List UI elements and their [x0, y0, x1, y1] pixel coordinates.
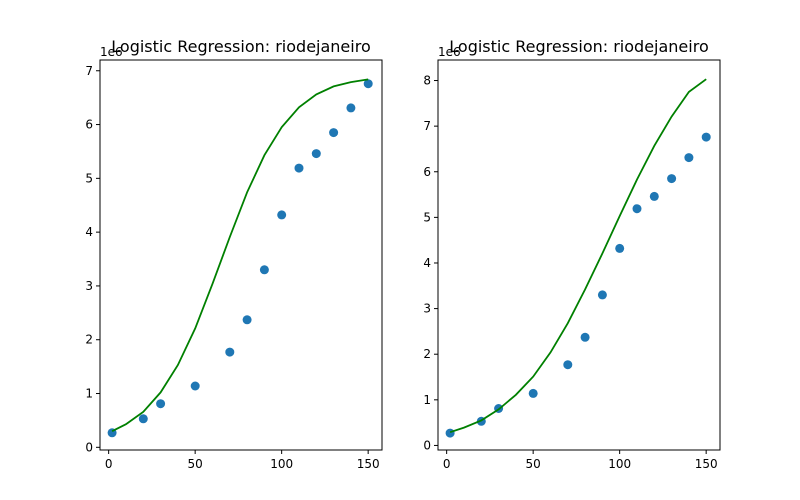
left-x-tick-label: 150	[357, 457, 380, 471]
left-data-point	[190, 381, 200, 391]
right-data-point	[667, 174, 677, 184]
right-data-point	[615, 243, 625, 253]
left-fit-curve	[111, 78, 369, 433]
left-data-point	[277, 210, 287, 220]
right-x-tick-label: 0	[443, 457, 451, 471]
left-x-tick-label: 50	[188, 457, 203, 471]
right-data-point	[597, 290, 607, 300]
right-x-tick-label: 150	[695, 457, 718, 471]
right-y-tick-label: 0	[423, 438, 431, 452]
left-data-point	[156, 399, 166, 409]
left-offset-label: 1e6	[100, 45, 123, 59]
right-y-tick-label: 6	[423, 165, 431, 179]
right-x-tick-label: 100	[608, 457, 631, 471]
right-data-point	[684, 153, 694, 163]
left-y-tick-label: 2	[85, 333, 93, 347]
left-x-tick-label: 100	[270, 457, 293, 471]
right-data-point	[528, 388, 538, 398]
left-data-point	[138, 414, 148, 424]
right-x-tick-label: 50	[526, 457, 541, 471]
left-y-tick-label: 1	[85, 387, 93, 401]
right-y-tick-label: 3	[423, 302, 431, 316]
left-data-point	[346, 103, 356, 113]
left-y-tick-label: 7	[85, 64, 93, 78]
right-y-tick-label: 4	[423, 256, 431, 270]
right-axes-frame	[437, 59, 721, 451]
left-y-tick-label: 5	[85, 171, 93, 185]
right-y-tick-label: 8	[423, 74, 431, 88]
right-data-point	[701, 132, 711, 142]
left-data-point	[259, 265, 269, 275]
right-data-point	[632, 204, 642, 214]
right-chart-title: Logistic Regression: riodejaneiro	[449, 37, 708, 56]
left-chart-title: Logistic Regression: riodejaneiro	[111, 37, 370, 56]
right-y-tick-label: 7	[423, 119, 431, 133]
left-axes-frame	[99, 59, 383, 451]
right-offset-label: 1e6	[438, 45, 461, 59]
right-y-tick-label: 5	[423, 210, 431, 224]
right-data-point	[580, 332, 590, 342]
right-data-point	[445, 428, 455, 438]
left-y-tick-label: 6	[85, 118, 93, 132]
left-y-tick-label: 0	[85, 440, 93, 454]
right-data-point	[649, 191, 659, 201]
left-x-tick-label: 0	[105, 457, 113, 471]
left-data-point	[329, 128, 339, 138]
left-data-point	[363, 79, 373, 89]
right-y-tick-label: 2	[423, 347, 431, 361]
right-fit-curve	[449, 78, 707, 434]
right-y-tick-label: 1	[423, 393, 431, 407]
left-data-point	[311, 149, 321, 159]
left-data-point	[294, 163, 304, 173]
left-data-point	[242, 315, 252, 325]
left-y-tick-label: 4	[85, 225, 93, 239]
left-data-point	[225, 347, 235, 357]
right-data-point	[563, 360, 573, 370]
left-y-tick-label: 3	[85, 279, 93, 293]
